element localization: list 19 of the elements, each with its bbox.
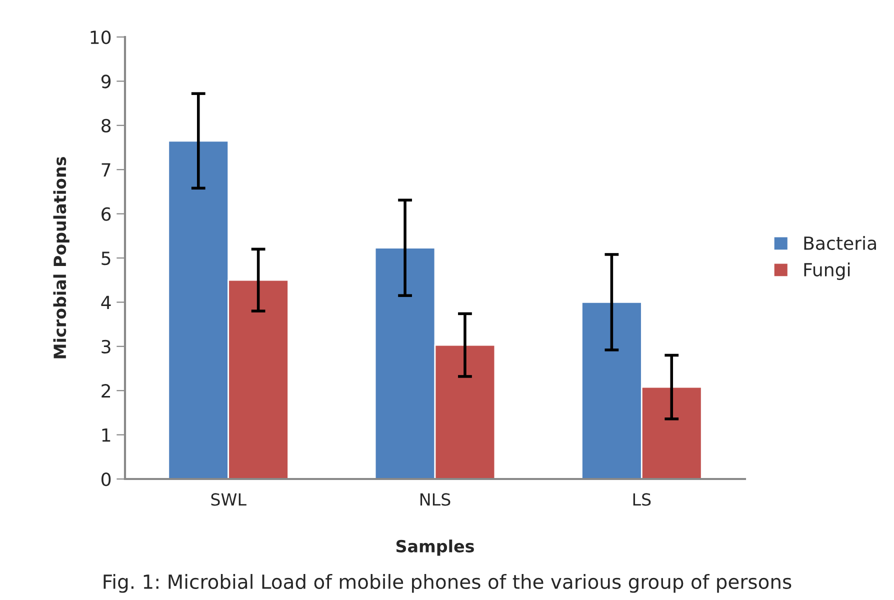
y-tick-label: 10 <box>90 30 111 44</box>
y-tick-label: 1 <box>102 428 110 442</box>
y-tick-label: 9 <box>101 74 111 88</box>
legend-label: Fungi <box>804 262 850 280</box>
x-tick-label: LS <box>633 493 651 506</box>
x-tick-label: SWL <box>211 493 246 506</box>
y-tick-label: 5 <box>102 252 110 266</box>
y-tick-label: 3 <box>102 340 110 354</box>
y-tick-label: 0 <box>102 472 111 486</box>
caption: Fig. 1: Microbial Load of mobile phones of the various group of persons <box>104 574 792 593</box>
y-tick-label: 4 <box>101 296 111 310</box>
y-axis-title: Microbial Populations <box>53 156 70 358</box>
y-tick-label: 6 <box>102 207 111 221</box>
y-tick-label: 2 <box>102 384 110 398</box>
legend-label: Bacteria <box>804 236 876 250</box>
x-axis-title: Samples <box>396 540 474 556</box>
y-tick-label: 8 <box>102 118 111 133</box>
y-tick-label: 7 <box>102 163 110 176</box>
x-tick-label: NLS <box>420 493 450 506</box>
